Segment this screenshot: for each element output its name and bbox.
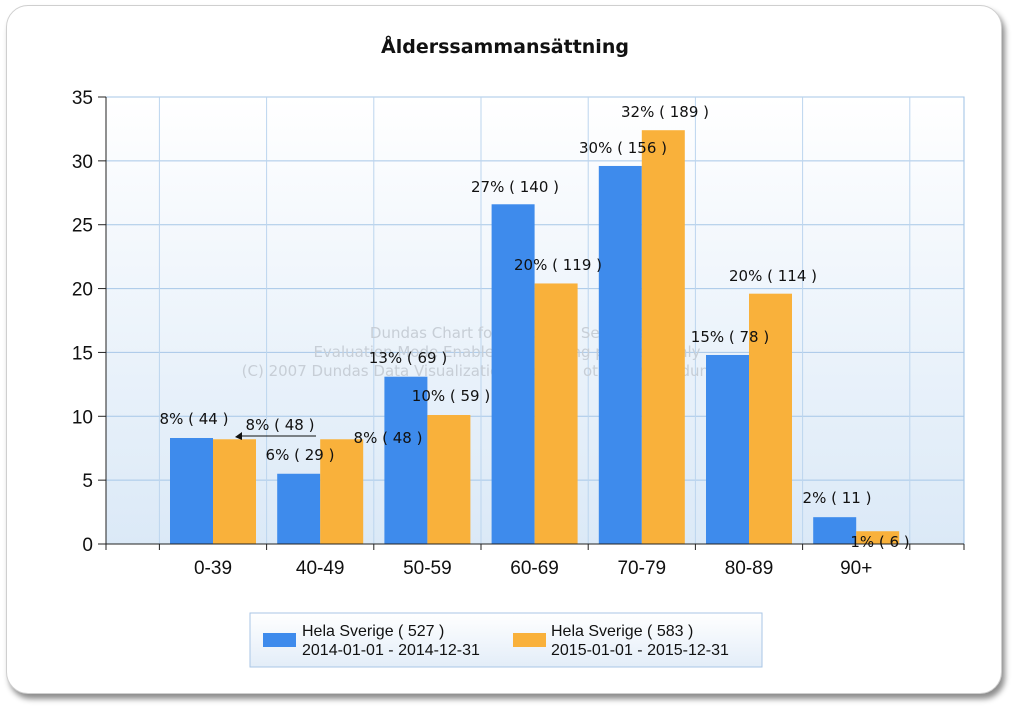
bar-60-69-series-1 [491,204,535,544]
y-tick-label: 5 [82,471,93,492]
y-tick-labels: 0 5 10 15 20 25 30 35 [72,88,93,556]
bar-80-89-series-1 [706,354,749,544]
y-tick-label: 30 [72,152,93,173]
legend-series-2-name: Hela Sverige ( 583 ) [551,623,693,640]
bar-60-69-series-2 [534,283,578,544]
bar-70-79-series-2 [641,130,685,544]
legend-swatch-2014 [263,633,296,647]
x-tick-label: 90+ [840,558,872,579]
legend-series-1-name: Hela Sverige ( 527 ) [302,623,444,640]
legend: Hela Sverige ( 527 ) 2014-01-01 - 2014-1… [249,612,763,668]
data-label: 32% ( 189 ) [621,103,709,121]
legend-series-1-period: 2014-01-01 - 2014-12-31 [302,642,480,659]
x-tick-label: 50-59 [403,558,452,579]
x-tick-label: 70-79 [617,558,666,579]
chart-title: Ålderssammansättning [381,34,629,58]
bars [170,130,900,545]
legend-swatch-2015 [513,633,546,647]
bar-50-59-series-1 [384,376,428,544]
y-tick-label: 15 [72,343,93,364]
bar-70-79-series-1 [598,165,642,545]
data-label: 20% ( 119 ) [514,256,602,274]
x-gridlines [158,97,911,544]
bar-50-59-series-2 [427,415,471,544]
bar-80-89-series-2 [749,293,792,544]
y-tick-label: 35 [72,88,93,109]
data-label: 2% ( 11 ) [803,489,872,507]
y-tick-label: 10 [72,407,93,428]
y-tick-label: 25 [72,216,93,237]
data-label: 8% ( 44 ) [160,410,229,428]
label-connector-arrow [235,432,242,440]
data-label: 20% ( 114 ) [729,267,817,285]
bar-90+-series-2 [856,531,900,544]
data-label: 8% ( 48 ) [246,416,315,434]
bar-40-49-series-1 [277,473,321,544]
data-label: 6% ( 29 ) [266,446,335,464]
legend-box [249,612,763,668]
bar-0-39-series-2 [213,439,256,544]
x-tick-label: 80-89 [725,558,774,579]
axes [98,96,965,550]
y-tick-label: 0 [82,535,93,556]
data-labels: 8% ( 44 ) 6% ( 29 ) 13% ( 69 ) 27% ( 140 ) 3… [160,103,910,551]
bar-40-49-series-2 [320,439,364,544]
data-label: 30% ( 156 ) [579,139,667,157]
data-label: 27% ( 140 ) [471,178,559,196]
y-tick-label: 20 [72,280,93,301]
x-tick-label: 0-39 [194,558,232,579]
data-label: 10% ( 59 ) [412,387,490,405]
bar-0-39-series-1 [170,437,213,544]
x-tick-label: 40-49 [296,558,345,579]
x-tick-label: 60-69 [510,558,559,579]
x-tick-labels: 0-39 40-49 50-59 60-69 70-79 80-89 90+ [194,558,872,579]
data-label: 8% ( 48 ) [354,429,423,447]
bar-90+-series-1 [813,517,857,544]
legend-series-2-period: 2015-01-01 - 2015-12-31 [551,642,729,659]
data-label: 13% ( 69 ) [369,349,447,367]
data-label: 15% ( 78 ) [691,328,769,346]
data-label: 1% ( 6 ) [850,533,909,551]
